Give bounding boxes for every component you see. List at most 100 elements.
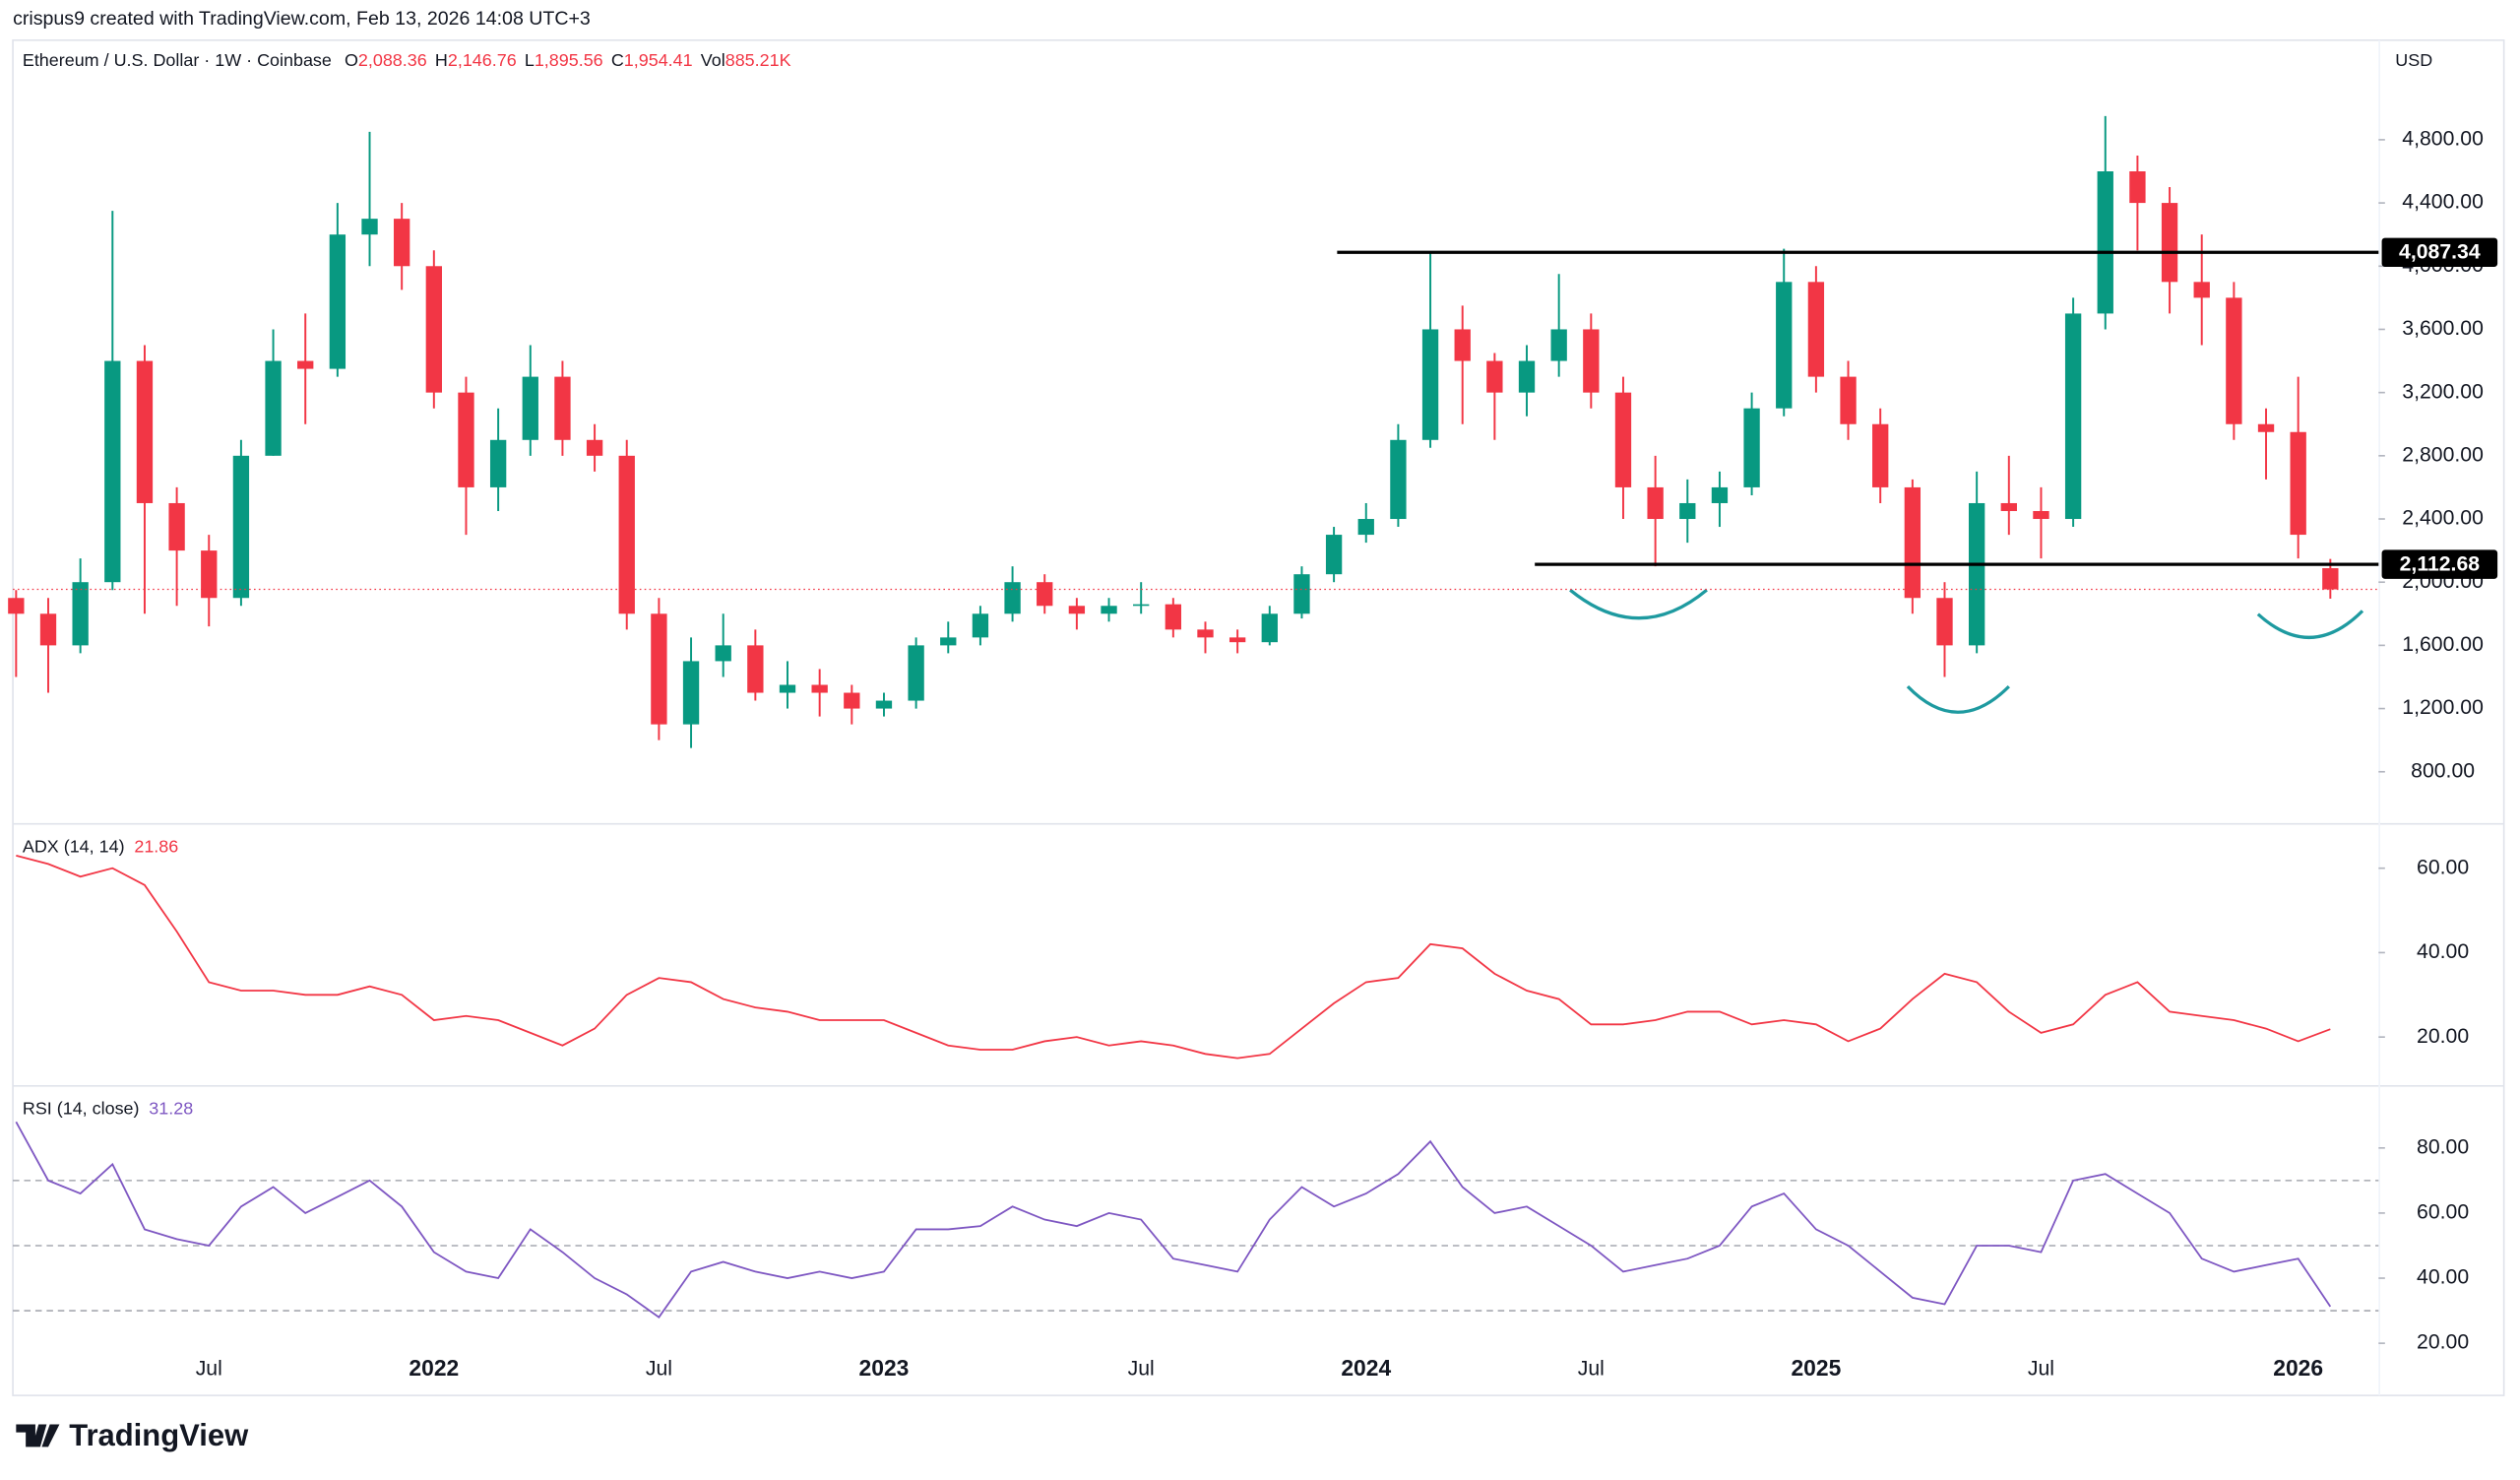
level-label-box (2381, 237, 2498, 267)
candle-body (1904, 486, 1922, 599)
candle-body (1133, 604, 1150, 607)
candle-body (1101, 606, 1117, 614)
candle-body (394, 219, 410, 267)
header: crispus9 created with TradingView.com, F… (13, 8, 591, 30)
candle-body (2322, 568, 2339, 590)
candle-body (1325, 535, 1343, 575)
pattern-arcs (1569, 588, 2364, 714)
logo: TradingView (16, 1418, 249, 1452)
indicator-line (16, 854, 2331, 1060)
candle-body (682, 661, 700, 725)
candle-body (232, 455, 250, 599)
arc (2256, 610, 2364, 639)
candle-body (2193, 282, 2210, 298)
candle-body (1743, 408, 1760, 487)
arc (1569, 588, 1708, 620)
candle-body (1679, 502, 1696, 520)
x-tick-label: Jul (1128, 1358, 1155, 1381)
candle-body (1807, 282, 1825, 377)
candle-body (715, 645, 731, 662)
candle-body (811, 684, 828, 693)
level-label: 4,087.34 (2399, 241, 2481, 264)
y-tick-label: 60.00 (2417, 856, 2469, 878)
indicator-name: RSI (14, close) (23, 1098, 140, 1118)
candle-body (489, 439, 507, 487)
y-tick-label: 2,800.00 (2402, 443, 2484, 466)
y-tick-label: 20.00 (2417, 1331, 2469, 1354)
frame (12, 38, 2505, 1396)
candle-body (1840, 376, 1857, 424)
candle-body (265, 360, 282, 456)
indicator-line (15, 1121, 2332, 1319)
candle-body (1550, 329, 1567, 361)
candle-body (425, 266, 442, 393)
candle-body (1776, 282, 1793, 409)
candle-body (1037, 582, 1053, 607)
x-tick-label: Jul (2028, 1358, 2054, 1381)
candle-body (1068, 606, 1086, 614)
y-tick-label: 2,400.00 (2402, 507, 2484, 530)
candle-body (651, 613, 667, 725)
candle-body (522, 376, 538, 440)
legend-key: L (525, 50, 535, 70)
indicator-legend: RSI (14, close) 31.28 (23, 1098, 193, 1118)
legend-value: 2,146.76 (448, 50, 517, 70)
legend-key: Vol (701, 50, 725, 70)
candle-body (940, 637, 957, 646)
candle-body (361, 219, 378, 235)
candle-body (39, 613, 57, 646)
arc (1906, 684, 2010, 714)
y-tick-label: 800.00 (2411, 759, 2475, 782)
legend-key: C (611, 50, 624, 70)
x-tick-label: 2023 (859, 1355, 910, 1381)
candle-body (1968, 502, 1985, 646)
y-tick-label: 40.00 (2417, 1266, 2469, 1289)
candle-body (2290, 431, 2306, 536)
y-tick-label: 40.00 (2417, 940, 2469, 963)
candle-body (2097, 170, 2113, 314)
candle-body (1872, 423, 1889, 487)
candle-body (1647, 486, 1664, 520)
x-tick-label: 2026 (2273, 1355, 2323, 1381)
y-tick-label: 3,200.00 (2402, 380, 2484, 403)
candle-body (458, 392, 474, 487)
candle-body (1614, 392, 1632, 487)
symbol: Ethereum / U.S. Dollar · 1W · Coinbase (23, 50, 332, 70)
legend-value: 885.21K (725, 50, 791, 70)
x-tick-label: 2024 (1341, 1355, 1391, 1381)
candle-body (908, 645, 924, 701)
y-tick-label: 4,400.00 (2402, 191, 2484, 214)
candle-body (2129, 170, 2146, 204)
level-label: 2,112.68 (2400, 553, 2481, 576)
candle-body (1936, 598, 1953, 646)
candle-body (168, 502, 185, 551)
candle-body (844, 692, 860, 709)
y-tick-label: 3,600.00 (2402, 317, 2484, 340)
indicator-legend: ADX (14, 14) 21.86 (23, 836, 178, 856)
logo-mark (16, 1424, 60, 1448)
candle-body (1004, 582, 1021, 614)
candle-body (1421, 329, 1439, 440)
level-label-box (2381, 549, 2498, 579)
candle-body (747, 645, 764, 693)
candle-body (2257, 423, 2275, 432)
indicator-value: 31.28 (149, 1098, 193, 1118)
candle-body (1454, 329, 1471, 361)
legend-key: H (435, 50, 448, 70)
candle-body (8, 598, 25, 614)
candle-body (2226, 297, 2242, 424)
x-tick-label: Jul (646, 1358, 672, 1381)
y-tick-label: 1,200.00 (2402, 696, 2484, 719)
candle-body (72, 582, 89, 646)
candle-body (201, 550, 218, 599)
indicator-value: 21.86 (134, 836, 178, 856)
currency: USD (2395, 50, 2432, 70)
candle-body (875, 700, 893, 709)
candle-body (1583, 329, 1600, 393)
y-tick-label: 4,800.00 (2402, 128, 2484, 151)
candle-body (1518, 360, 1536, 393)
candle-body (136, 360, 154, 503)
